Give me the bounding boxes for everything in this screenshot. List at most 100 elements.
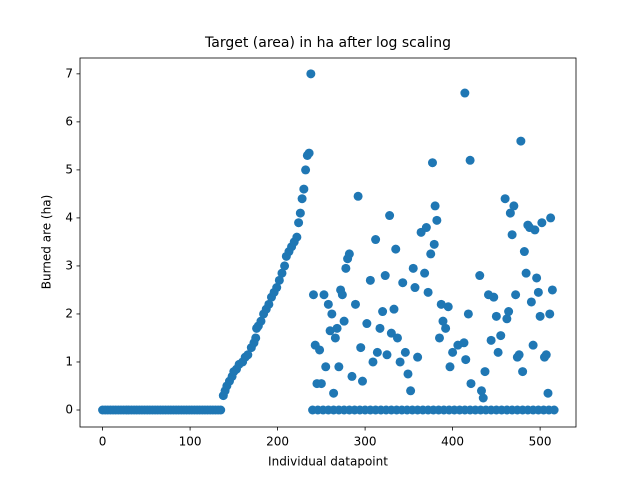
point xyxy=(372,347,382,357)
point xyxy=(403,369,413,379)
point xyxy=(535,311,545,321)
point xyxy=(389,304,399,314)
y-tick-label: 5 xyxy=(65,162,73,176)
point xyxy=(306,69,316,79)
point xyxy=(323,299,333,309)
point xyxy=(243,350,253,360)
point xyxy=(353,191,363,201)
point xyxy=(410,283,420,293)
point xyxy=(430,201,440,211)
point xyxy=(448,347,458,357)
point xyxy=(391,244,401,254)
point xyxy=(365,275,375,285)
point xyxy=(516,136,526,146)
point xyxy=(327,309,337,319)
point xyxy=(408,263,418,273)
point xyxy=(421,223,431,233)
point xyxy=(533,287,543,297)
point xyxy=(436,299,446,309)
point xyxy=(251,333,261,343)
point xyxy=(438,316,448,326)
point xyxy=(400,347,410,357)
point xyxy=(330,333,340,343)
point xyxy=(543,388,553,398)
point xyxy=(299,184,309,194)
point xyxy=(350,299,360,309)
y-tick-label: 7 xyxy=(65,66,73,80)
point xyxy=(274,275,284,285)
point xyxy=(392,333,402,343)
point xyxy=(427,158,437,168)
point xyxy=(325,326,335,336)
point xyxy=(371,235,381,245)
point xyxy=(334,362,344,372)
x-tick-label: 500 xyxy=(529,435,552,449)
y-tick-label: 1 xyxy=(65,354,73,368)
point xyxy=(502,314,512,324)
point xyxy=(460,88,470,98)
point xyxy=(459,338,469,348)
point xyxy=(461,355,471,365)
y-tick-label: 6 xyxy=(65,114,73,128)
point xyxy=(272,283,282,293)
point xyxy=(443,302,453,312)
y-tick-label: 3 xyxy=(65,258,73,272)
x-tick-label: 100 xyxy=(179,435,202,449)
point xyxy=(216,405,226,415)
point xyxy=(532,273,542,283)
point xyxy=(344,249,354,259)
point xyxy=(382,350,392,360)
point xyxy=(545,309,555,319)
point xyxy=(541,350,551,360)
point xyxy=(321,362,331,372)
point xyxy=(426,249,436,259)
point xyxy=(347,371,357,381)
point xyxy=(308,290,318,300)
point xyxy=(429,239,439,249)
y-axis-label: Burned are (ha) xyxy=(40,195,54,290)
point xyxy=(280,261,290,271)
point xyxy=(441,323,451,333)
x-tick-label: 400 xyxy=(441,435,464,449)
point xyxy=(385,211,395,221)
point xyxy=(362,319,372,329)
point xyxy=(500,194,510,204)
point xyxy=(466,379,476,389)
point xyxy=(292,232,302,242)
point xyxy=(507,230,517,240)
point xyxy=(339,316,349,326)
point xyxy=(547,285,557,295)
point xyxy=(504,307,514,317)
point xyxy=(301,165,311,175)
point xyxy=(277,268,287,278)
point xyxy=(509,201,519,211)
axes-frame xyxy=(79,57,577,428)
point xyxy=(526,297,536,307)
point xyxy=(491,311,501,321)
point xyxy=(519,247,529,257)
point xyxy=(380,271,390,281)
point xyxy=(546,213,556,223)
point xyxy=(511,290,521,300)
point xyxy=(486,335,496,345)
x-axis-label: Individual datapoint xyxy=(268,455,388,469)
point xyxy=(341,263,351,273)
point xyxy=(528,340,538,350)
point xyxy=(398,278,408,288)
point xyxy=(332,323,342,333)
point xyxy=(493,347,503,357)
point xyxy=(406,386,416,396)
x-tick-label: 200 xyxy=(266,435,289,449)
point xyxy=(297,194,307,204)
point xyxy=(264,299,274,309)
point xyxy=(521,268,531,278)
point xyxy=(496,331,506,341)
point xyxy=(316,379,326,389)
x-tick-label: 300 xyxy=(354,435,377,449)
point xyxy=(294,218,304,228)
y-tick-label: 2 xyxy=(65,306,73,320)
point xyxy=(445,362,455,372)
